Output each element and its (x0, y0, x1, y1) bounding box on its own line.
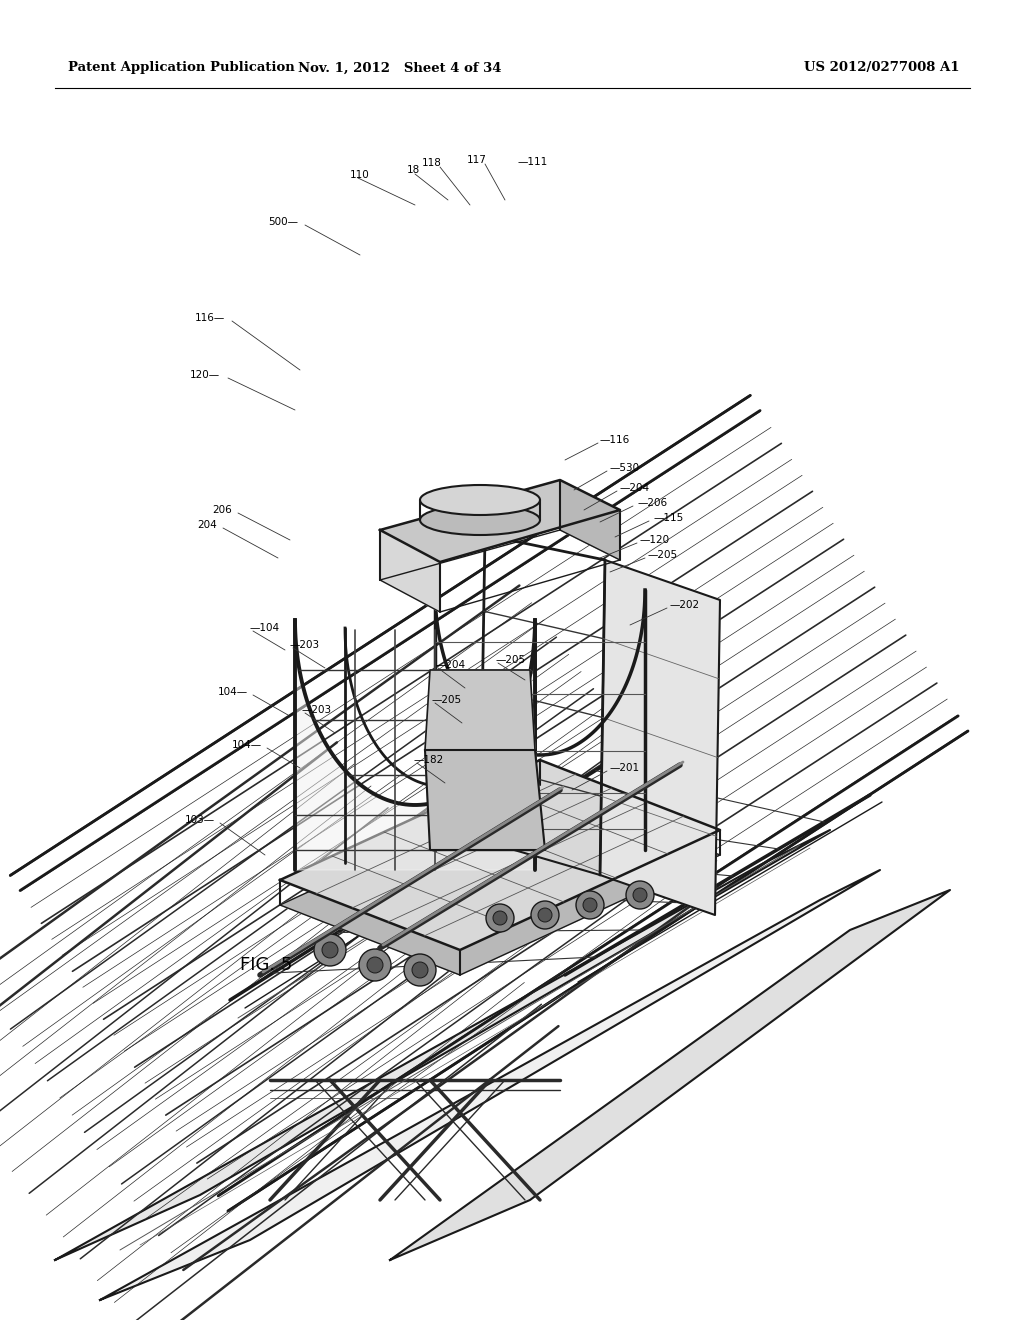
Text: 104—: 104— (218, 686, 248, 697)
Circle shape (367, 957, 383, 973)
Text: —205: —205 (432, 696, 462, 705)
Circle shape (359, 949, 391, 981)
Text: —203: —203 (302, 705, 332, 715)
Text: 117: 117 (467, 154, 487, 165)
Text: —530: —530 (610, 463, 640, 473)
Text: —104: —104 (250, 623, 281, 634)
Polygon shape (280, 760, 720, 950)
Text: —203: —203 (290, 640, 321, 649)
Text: —182: —182 (414, 755, 444, 766)
Text: 104—: 104— (231, 741, 262, 750)
Polygon shape (295, 620, 535, 870)
Text: 120—: 120— (189, 370, 220, 380)
Text: —201: —201 (610, 763, 640, 774)
Polygon shape (55, 830, 830, 1261)
Text: —115: —115 (653, 513, 683, 523)
Circle shape (633, 888, 647, 902)
Circle shape (322, 942, 338, 958)
Text: —120: —120 (640, 535, 670, 545)
Text: 204: 204 (198, 520, 217, 531)
Text: Nov. 1, 2012   Sheet 4 of 34: Nov. 1, 2012 Sheet 4 of 34 (298, 62, 502, 74)
Polygon shape (100, 870, 880, 1300)
Circle shape (575, 891, 604, 919)
Ellipse shape (420, 506, 540, 535)
Polygon shape (425, 750, 545, 850)
Text: —111: —111 (518, 157, 548, 168)
Text: —202: —202 (670, 601, 700, 610)
Circle shape (626, 880, 654, 909)
Circle shape (412, 962, 428, 978)
Circle shape (538, 908, 552, 921)
Polygon shape (380, 480, 620, 562)
Text: Patent Application Publication: Patent Application Publication (68, 62, 295, 74)
Ellipse shape (420, 484, 540, 515)
Polygon shape (390, 890, 950, 1261)
Text: —205: —205 (495, 655, 525, 665)
Text: 118: 118 (422, 158, 442, 168)
Text: 18: 18 (407, 165, 420, 176)
Text: 103—: 103— (185, 814, 215, 825)
Circle shape (493, 911, 507, 925)
Polygon shape (600, 560, 720, 915)
Text: —204: —204 (620, 483, 650, 492)
Text: 116—: 116— (195, 313, 225, 323)
Polygon shape (425, 671, 535, 750)
Text: —116: —116 (600, 436, 630, 445)
Circle shape (486, 904, 514, 932)
Circle shape (404, 954, 436, 986)
Text: FIG. 5: FIG. 5 (240, 956, 293, 974)
Text: 206: 206 (212, 506, 232, 515)
Polygon shape (280, 785, 720, 975)
Polygon shape (560, 480, 620, 560)
Text: 110: 110 (350, 170, 370, 180)
Text: —206: —206 (637, 498, 667, 508)
Polygon shape (380, 531, 440, 612)
Text: —204: —204 (435, 660, 465, 671)
Text: US 2012/0277008 A1: US 2012/0277008 A1 (805, 62, 961, 74)
Text: —205: —205 (648, 550, 678, 560)
Circle shape (583, 898, 597, 912)
Circle shape (314, 935, 346, 966)
Text: 500—: 500— (268, 216, 298, 227)
Circle shape (531, 902, 559, 929)
